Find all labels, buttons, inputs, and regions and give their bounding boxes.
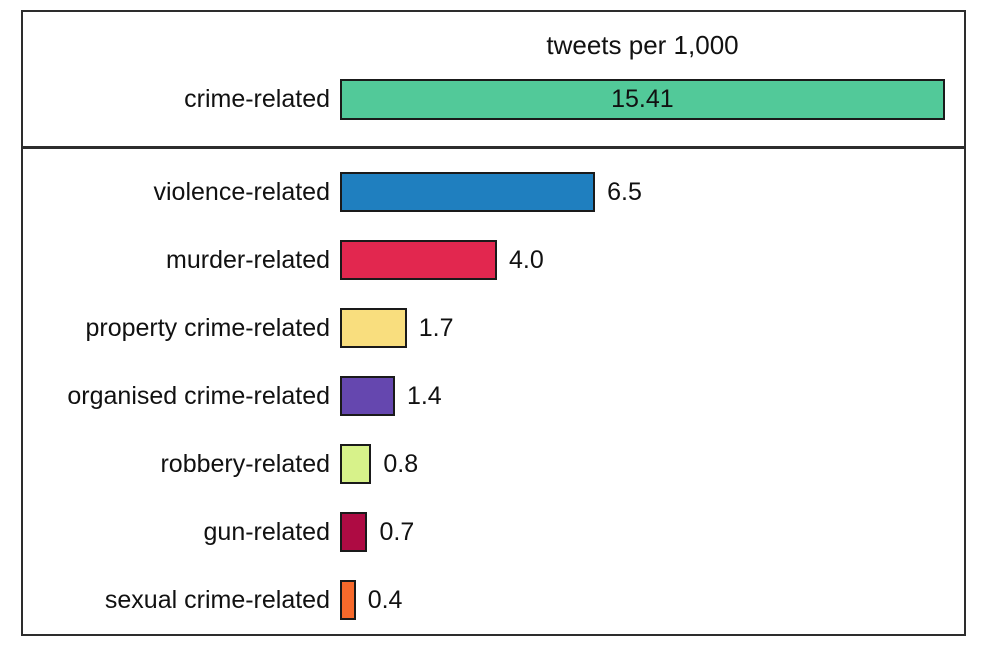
bar-area: 15.41 bbox=[340, 78, 964, 120]
bar-label: violence-related bbox=[153, 177, 331, 206]
bar-value: 15.41 bbox=[611, 84, 674, 113]
bar-value: 1.4 bbox=[406, 381, 442, 410]
chart-title: tweets per 1,000 bbox=[546, 30, 739, 60]
bar-label: robbery-related bbox=[160, 449, 330, 478]
bar-value: 0.7 bbox=[379, 517, 415, 546]
bar-violence-related bbox=[340, 172, 596, 212]
bar-area: 0.7 bbox=[340, 512, 964, 552]
bar-label: organised crime-related bbox=[67, 381, 330, 410]
bar-gun-related bbox=[340, 512, 368, 552]
bar-area: 0.8 bbox=[340, 444, 964, 484]
bar-area: 0.4 bbox=[340, 580, 964, 620]
bar-area: 1.7 bbox=[340, 308, 964, 348]
chart-frame: tweets per 1,000 crime-related 15.41 viol… bbox=[21, 10, 966, 636]
header-section: tweets per 1,000 crime-related 15.41 bbox=[23, 12, 964, 149]
bar-row: crime-related 15.41 bbox=[23, 68, 964, 130]
bar-row: organised crime-related 1.4 bbox=[23, 362, 964, 430]
bar-area: 4.0 bbox=[340, 240, 964, 280]
bar-row: gun-related 0.7 bbox=[23, 498, 964, 566]
bar-row: sexual crime-related 0.4 bbox=[23, 566, 964, 634]
bar-row: murder-related 4.0 bbox=[23, 226, 964, 294]
total-bar-container: crime-related 15.41 bbox=[23, 68, 964, 130]
bar-area: 1.4 bbox=[340, 376, 964, 416]
bar-value: 6.5 bbox=[607, 177, 642, 206]
bar-label: gun-related bbox=[203, 517, 330, 546]
bar-label: property crime-related bbox=[85, 313, 330, 342]
bar-row: robbery-related 0.8 bbox=[23, 430, 964, 498]
bar-robbery-related bbox=[340, 444, 372, 484]
bar-property-crime-related bbox=[340, 308, 407, 348]
bar-row: violence-related 6.5 bbox=[23, 158, 964, 226]
bar-area: 6.5 bbox=[340, 172, 964, 212]
bar-value: 1.7 bbox=[418, 313, 454, 342]
bar-organised-crime-related bbox=[340, 376, 395, 416]
bar-label: crime-related bbox=[184, 84, 330, 113]
bars-section: violence-related 6.5 murder-related 4.0 prop… bbox=[23, 149, 964, 634]
bar-value: 0.8 bbox=[383, 449, 419, 478]
bar-value: 0.4 bbox=[367, 585, 403, 614]
bar-crime-related: 15.41 bbox=[340, 78, 945, 120]
bar-sexual-crime-related bbox=[340, 580, 356, 620]
bar-murder-related bbox=[340, 240, 497, 280]
bar-value: 4.0 bbox=[509, 245, 544, 274]
bar-label: murder-related bbox=[166, 245, 330, 274]
bar-row: property crime-related 1.7 bbox=[23, 294, 964, 362]
bar-label: sexual crime-related bbox=[104, 585, 330, 614]
